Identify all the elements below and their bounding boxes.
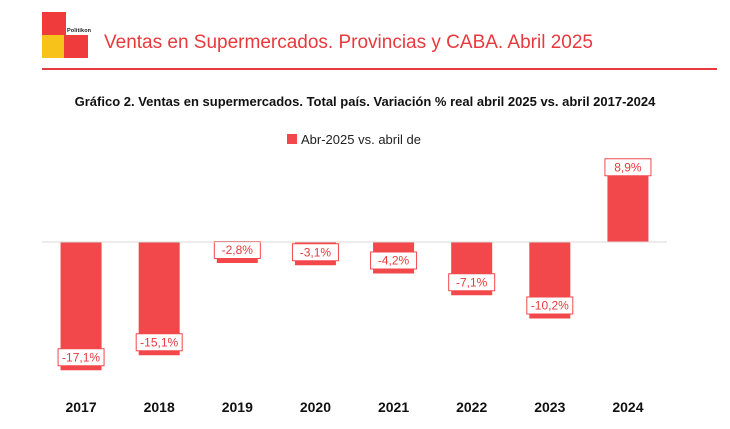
legend-label: Abr-2025 vs. abril de <box>301 131 421 147</box>
header-divider <box>42 68 717 70</box>
data-label-box-2024 <box>604 158 652 177</box>
data-label-box-2018 <box>135 333 183 352</box>
logo-yellow-square <box>42 35 64 58</box>
x-tick-label-2018: 2018 <box>144 399 175 415</box>
x-tick-label-2017: 2017 <box>65 399 96 415</box>
logo-red-square-top <box>42 12 66 35</box>
data-label-box-2017 <box>57 348 105 367</box>
x-tick-label-2021: 2021 <box>378 399 409 415</box>
data-label-2020: -3,1% <box>300 245 332 259</box>
politikon-logo: Politikon <box>42 12 92 58</box>
data-label-2021: -4,2% <box>378 254 410 268</box>
legend-swatch <box>287 134 297 144</box>
x-tick-label-2023: 2023 <box>534 399 565 415</box>
x-tick-label-2020: 2020 <box>300 399 331 415</box>
data-label-box-2021 <box>370 251 418 270</box>
logo-red-square-bottom <box>64 35 88 58</box>
x-tick-label-2019: 2019 <box>222 399 253 415</box>
data-label-2023: -10,2% <box>531 299 569 313</box>
header: Politikon Ventas en Supermercados. Provi… <box>0 0 730 72</box>
chart-title: Gráfico 2. Ventas en supermercados. Tota… <box>74 94 656 109</box>
x-tick-label-2024: 2024 <box>612 399 643 415</box>
data-label-box-2022 <box>448 273 496 292</box>
data-label-2018: -15,1% <box>140 335 178 349</box>
data-label-box-2020 <box>291 243 339 262</box>
x-tick-label-2022: 2022 <box>456 399 487 415</box>
data-label-box-2023 <box>526 296 574 315</box>
data-label-2017: -17,1% <box>62 350 100 364</box>
logo-brand-text: Politikon <box>67 28 92 34</box>
bar-2024 <box>607 175 649 242</box>
data-label-2024: 8,9% <box>614 160 642 174</box>
data-label-2022: -7,1% <box>456 275 488 289</box>
chart-legend: Abr-2025 vs. abril de <box>287 131 421 147</box>
page-title: Ventas en Supermercados. Provincias y CA… <box>104 32 593 53</box>
data-label-2019: -2,8% <box>222 243 254 257</box>
